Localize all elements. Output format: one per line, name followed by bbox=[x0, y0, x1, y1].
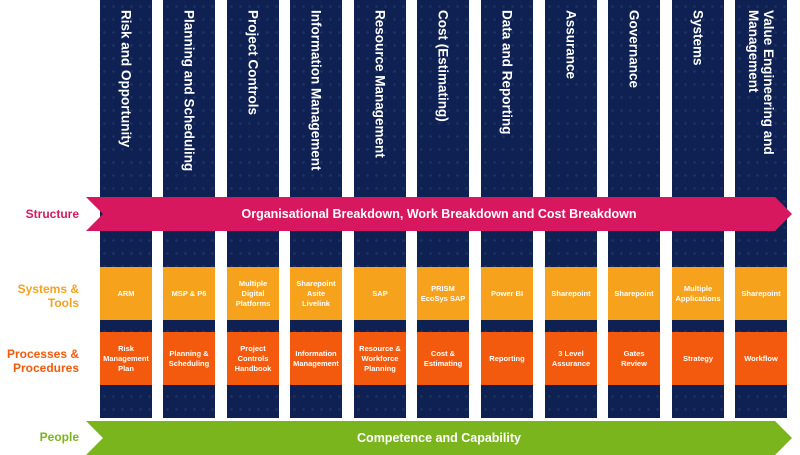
process-procedure-box: Planning & Scheduling bbox=[163, 332, 215, 385]
row-label-people: People bbox=[39, 430, 79, 444]
process-procedure-box: Gates Review bbox=[608, 332, 660, 385]
column-title: Governance bbox=[626, 10, 642, 89]
column-title: Risk and Opportunity bbox=[118, 10, 134, 148]
row-label-processes-procedures: Processes & Procedures bbox=[0, 347, 79, 375]
structure-band-text: Organisational Breakdown, Work Breakdown… bbox=[241, 207, 637, 221]
system-tool-box: SAP bbox=[354, 267, 406, 320]
system-tool-box: Sharepoint bbox=[545, 267, 597, 320]
system-tool-box: Power BI bbox=[481, 267, 533, 320]
people-band-text: Competence and Capability bbox=[357, 431, 521, 445]
column-title: Cost (Estimating) bbox=[435, 10, 451, 122]
column-title: Systems bbox=[690, 10, 706, 66]
column-title: Planning and Scheduling bbox=[181, 10, 197, 172]
process-procedure-box: Information Management bbox=[290, 332, 342, 385]
row-label-systems-tools-text: Systems & Tools bbox=[17, 282, 79, 310]
column-title: Value Engineering and Management bbox=[746, 10, 776, 155]
process-procedure-box: 3 Level Assurance bbox=[545, 332, 597, 385]
system-tool-box: Sharepoint Asite Livelink bbox=[290, 267, 342, 320]
process-procedure-box: Reporting bbox=[481, 332, 533, 385]
column-title: Resource Management bbox=[372, 10, 388, 158]
structure-band: Organisational Breakdown, Work Breakdown… bbox=[86, 197, 792, 231]
row-label-structure: Structure bbox=[25, 207, 79, 221]
column-title: Data and Reporting bbox=[499, 10, 515, 135]
system-tool-box: Sharepoint bbox=[608, 267, 660, 320]
column-title: Project Controls bbox=[245, 10, 261, 116]
system-tool-box: PRISM EcoSys SAP bbox=[417, 267, 469, 320]
column-title: Assurance bbox=[563, 10, 579, 80]
row-label-systems-tools: Systems & Tools bbox=[9, 282, 79, 310]
process-procedure-box: Risk Management Plan bbox=[100, 332, 152, 385]
process-procedure-box: Cost & Estimating bbox=[417, 332, 469, 385]
process-procedure-box: Strategy bbox=[672, 332, 724, 385]
row-label-processes-procedures-text: Processes & Procedures bbox=[6, 347, 79, 375]
system-tool-box: ARM bbox=[100, 267, 152, 320]
process-procedure-box: Workflow bbox=[735, 332, 787, 385]
system-tool-box: Multiple Digital Platforms bbox=[227, 267, 279, 320]
process-procedure-box: Project Controls Handbook bbox=[227, 332, 279, 385]
system-tool-box: MSP & P6 bbox=[163, 267, 215, 320]
people-band: Competence and Capability bbox=[86, 421, 792, 455]
system-tool-box: Multiple Applications bbox=[672, 267, 724, 320]
system-tool-box: Sharepoint bbox=[735, 267, 787, 320]
process-procedure-box: Resource & Workforce Planning bbox=[354, 332, 406, 385]
column-title: Information Management bbox=[308, 10, 324, 171]
